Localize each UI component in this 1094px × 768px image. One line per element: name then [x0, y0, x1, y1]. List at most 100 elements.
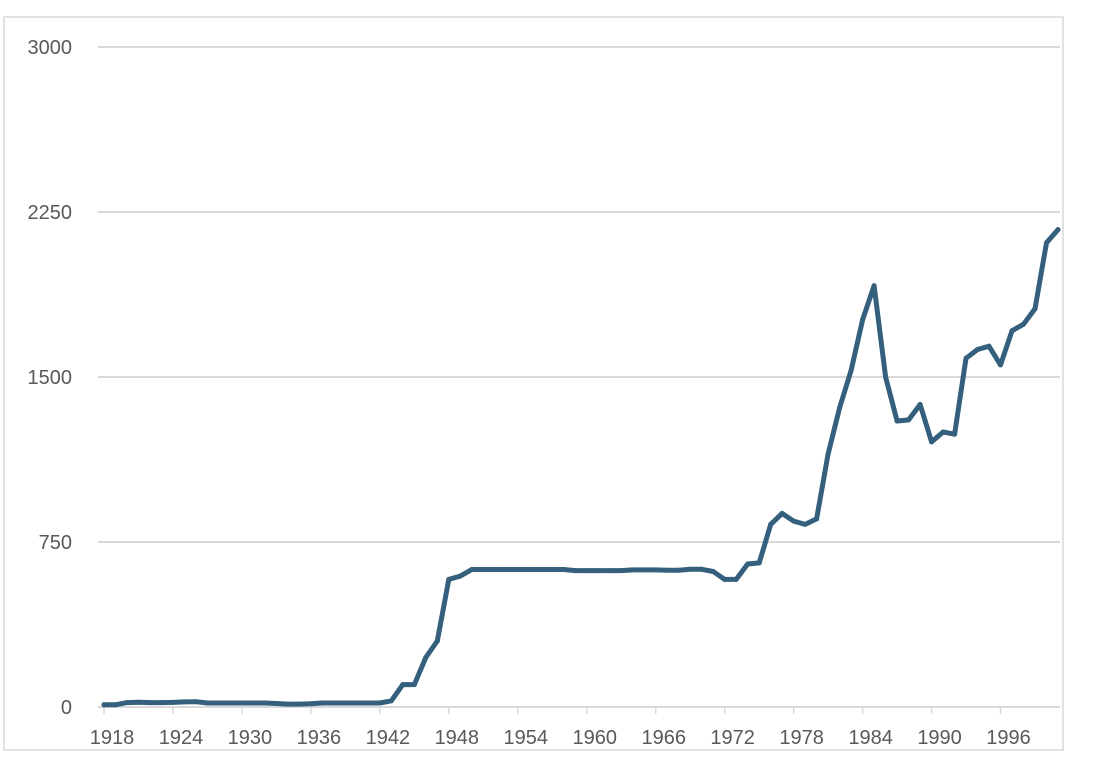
data-point: [871, 283, 877, 289]
data-point: [388, 698, 394, 704]
x-tick-label: 1984: [848, 727, 893, 749]
x-tick-label: 1978: [779, 727, 824, 749]
y-tick-label: 750: [39, 532, 72, 554]
data-point: [860, 317, 866, 323]
data-point: [917, 402, 923, 407]
data-point: [101, 702, 107, 708]
data-point: [641, 567, 647, 573]
data-point: [745, 561, 751, 567]
data-point: [273, 701, 279, 706]
data-point: [595, 568, 601, 574]
data-point: [250, 700, 256, 706]
data-point: [182, 699, 187, 705]
x-tick-label: 1936: [297, 727, 342, 749]
x-tick-label: 1930: [228, 727, 273, 749]
data-point: [262, 700, 268, 706]
data-point: [434, 638, 440, 644]
data-point: [216, 700, 222, 706]
data-point: [710, 569, 716, 574]
data-point: [170, 699, 176, 705]
x-tick-label: 1996: [986, 727, 1031, 749]
data-point: [975, 347, 980, 352]
data-point: [239, 700, 245, 706]
data-point: [319, 700, 325, 706]
data-point: [469, 567, 475, 572]
data-point: [848, 367, 854, 373]
data-point: [837, 405, 843, 411]
data-point: [699, 566, 705, 572]
data-point: [503, 567, 509, 572]
data-point: [986, 343, 992, 349]
plot-frame: [3, 16, 1064, 751]
data-point: [159, 700, 164, 706]
data-point: [572, 568, 578, 574]
data-point: [457, 573, 463, 579]
data-point: [365, 700, 371, 706]
data-point: [1044, 240, 1049, 246]
data-point: [204, 700, 210, 706]
data-point: [377, 700, 383, 706]
data-point: [802, 521, 808, 527]
x-tick-label: 1990: [917, 727, 962, 749]
data-point: [561, 567, 567, 572]
x-tick-label: 1924: [159, 727, 204, 749]
data-point: [296, 701, 302, 707]
data-point: [526, 567, 532, 572]
x-tick-label: 1954: [504, 727, 549, 749]
y-axis-tick-labels: 0 750 1500 2250 3000: [28, 37, 73, 719]
data-point: [653, 567, 659, 573]
x-tick-label: 1918: [90, 727, 135, 749]
data-point: [1009, 328, 1015, 334]
data-point: [331, 700, 337, 706]
data-point: [147, 700, 153, 706]
data-point: [354, 700, 360, 706]
y-gridlines: [98, 46, 1060, 708]
data-point: [1055, 227, 1061, 233]
data-point: [227, 700, 233, 706]
data-point: [929, 439, 935, 445]
data-point: [124, 700, 130, 706]
data-point: [722, 576, 728, 582]
x-tick-label: 1960: [572, 727, 617, 749]
data-point: [136, 699, 141, 705]
data-point: [446, 576, 452, 582]
data-point: [423, 655, 429, 660]
y-tick-label: 3000: [28, 37, 73, 59]
data-point: [607, 568, 613, 574]
data-point: [906, 417, 912, 423]
data-point: [515, 567, 521, 572]
data-point: [883, 374, 889, 380]
series-line: [101, 227, 1061, 708]
data-point: [342, 700, 348, 706]
y-tick-label: 2250: [28, 202, 73, 224]
data-point: [1032, 306, 1038, 312]
data-point: [113, 702, 118, 708]
data-point: [411, 682, 417, 688]
data-point: [814, 516, 820, 522]
data-point: [687, 566, 693, 572]
data-point: [400, 682, 406, 688]
data-point: [480, 567, 486, 572]
data-point: [940, 429, 946, 435]
data-point: [193, 699, 199, 705]
data-point: [825, 451, 831, 457]
data-point: [549, 567, 555, 572]
data-point: [952, 431, 958, 437]
data-point: [618, 568, 624, 574]
data-point: [768, 521, 774, 527]
data-point: [538, 567, 544, 572]
x-tick-label: 1966: [641, 727, 686, 749]
data-point: [676, 567, 682, 573]
data-point: [285, 701, 291, 707]
series-layer: [101, 227, 1061, 708]
data-point: [664, 567, 670, 573]
x-tick-label: 1948: [435, 727, 480, 749]
data-point: [998, 362, 1003, 368]
data-point: [779, 510, 785, 516]
y-tick-label: 1500: [28, 367, 73, 389]
y-tick-label: 0: [61, 697, 72, 719]
data-point: [963, 355, 969, 361]
data-point: [630, 567, 636, 573]
